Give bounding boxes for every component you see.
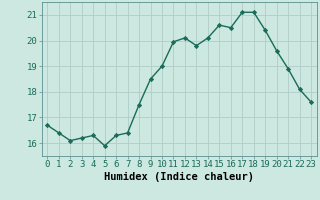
- X-axis label: Humidex (Indice chaleur): Humidex (Indice chaleur): [104, 172, 254, 182]
